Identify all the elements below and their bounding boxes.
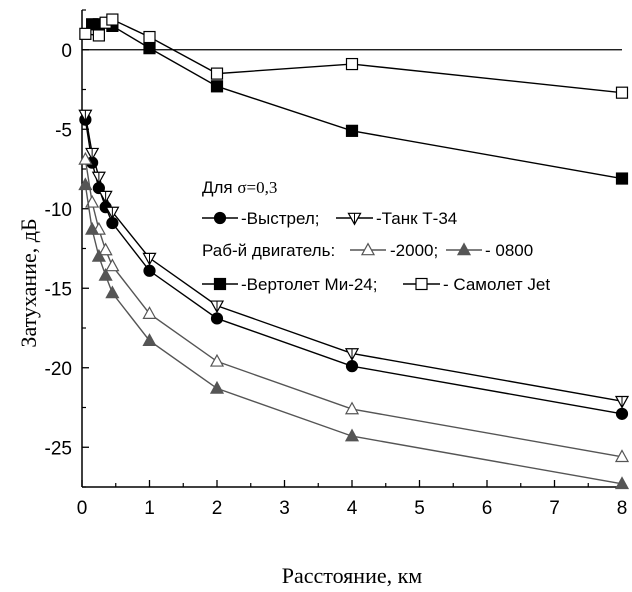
data-point-triangle-down [142, 252, 157, 266]
y-tick-label: -20 [45, 359, 72, 380]
data-point-square [210, 80, 224, 93]
legend-label: -Выстрел; [241, 209, 320, 228]
legend-label: - Самолет Jet [443, 275, 550, 294]
legend-title-prefix: Для [202, 178, 237, 197]
legend-title: Для σ=0,3 [202, 178, 277, 197]
series-2 [78, 151, 630, 463]
data-point-triangle [614, 476, 630, 490]
data-point-circle [213, 211, 227, 225]
y-tick-label: -5 [55, 120, 72, 141]
x-tick-label: 8 [617, 498, 628, 519]
data-point-square [345, 124, 359, 137]
data-point-triangle [85, 194, 100, 208]
data-point-triangle [78, 177, 93, 191]
x-tick-label: 5 [414, 498, 425, 519]
data-point-triangle [142, 333, 157, 346]
legend-sample [403, 277, 440, 291]
series-1 [78, 109, 630, 409]
data-point-triangle-down [91, 171, 106, 185]
data-point-triangle [344, 428, 360, 442]
data-point-square [615, 86, 629, 99]
data-point-triangle [142, 306, 157, 319]
data-point-triangle [78, 151, 93, 165]
data-point-square [213, 277, 227, 291]
x-tick-label: 3 [279, 498, 290, 519]
series-line [84, 114, 623, 402]
data-point-square [79, 27, 92, 40]
series-3 [78, 177, 630, 490]
data-point-triangle-down [344, 348, 360, 362]
data-point-triangle-down [78, 109, 93, 123]
legend-sample [446, 242, 482, 256]
data-point-triangle [456, 242, 472, 256]
data-point-triangle-down [85, 147, 100, 161]
data-point-square [345, 57, 359, 71]
data-point-square [92, 29, 105, 42]
data-point-square [106, 13, 119, 26]
y-tick-label: -15 [45, 279, 72, 300]
x-tick-label: 1 [144, 498, 155, 519]
y-tick-label: 0 [61, 41, 72, 62]
legend-label: -2000; [390, 241, 438, 260]
series-5 [79, 13, 629, 99]
data-point-triangle [91, 248, 106, 262]
legend-label: -Вертолет Ми-24; [241, 275, 377, 294]
legend-sample [336, 212, 373, 226]
legend-label: -Танк Т-34 [376, 209, 457, 228]
data-point-triangle [105, 285, 120, 299]
x-axis-title: Расстояние, км [282, 563, 423, 588]
y-tick-label: -25 [45, 438, 72, 459]
data-point-square [615, 172, 629, 185]
data-point-triangle [98, 242, 113, 256]
series-line [92, 23, 623, 180]
x-tick-label: 4 [347, 498, 358, 519]
legend-sample [350, 242, 386, 256]
x-tick-label: 2 [212, 498, 223, 519]
data-point-triangle [209, 353, 225, 367]
series-4 [86, 18, 629, 185]
data-point-triangle [614, 449, 630, 463]
data-point-triangle [344, 401, 360, 415]
data-point-triangle-down [347, 212, 362, 226]
x-tick-label: 6 [482, 498, 493, 519]
plot-area: 0 1 2 3 4 5 6 7 8 0 -5 -10 -15 -20 -25 Расстояние, км За… [16, 9, 630, 588]
data-point-triangle [98, 267, 113, 281]
x-tick-label: 0 [77, 498, 88, 519]
legend-title-sigma: σ=0,3 [237, 178, 277, 197]
legend-sample [202, 211, 238, 225]
legend: Для σ=0,3 -Выстрел; -Танк Т-34 Раб-й двигат… [202, 178, 550, 294]
data-point-triangle-down [209, 300, 225, 314]
data-point-circle [210, 312, 224, 325]
data-point-triangle [105, 258, 120, 272]
data-point-triangle-down [98, 190, 113, 204]
x-tick-label: 7 [549, 498, 560, 519]
series-line [85, 18, 623, 94]
legend-label: - 0800 [485, 241, 533, 260]
data-point-circle [615, 407, 629, 420]
data-point-square [143, 42, 156, 55]
legend-group-label: Раб-й двигатель: [202, 241, 335, 260]
y-axis-title: Затухание, дБ [16, 218, 41, 347]
data-point-triangle [85, 221, 100, 235]
data-point-triangle [360, 242, 376, 256]
data-point-triangle [209, 380, 225, 394]
data-point-circle [345, 360, 359, 373]
y-tick-label: -10 [45, 200, 72, 221]
data-point-square [210, 67, 224, 80]
data-point-square [143, 30, 156, 44]
data-point-triangle-down [614, 395, 630, 409]
legend-sample [202, 277, 238, 291]
data-point-square [415, 277, 428, 291]
data-point-triangle-down [105, 206, 120, 220]
data-point-circle [143, 264, 156, 277]
